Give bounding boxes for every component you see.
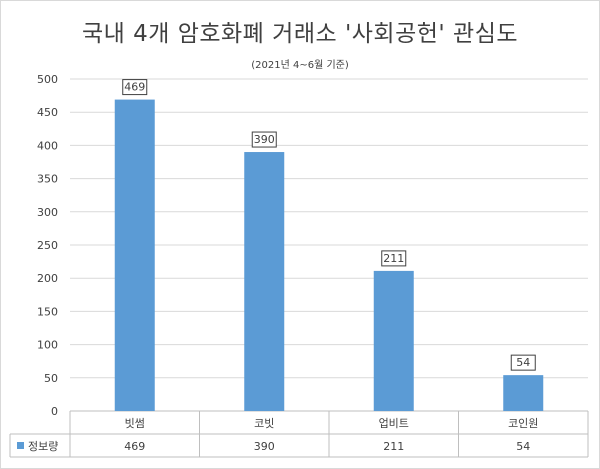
- y-tick-label: 450: [37, 106, 58, 119]
- x-tick-label: 코빗: [254, 417, 274, 430]
- x-tick-label: 빗썸: [125, 417, 145, 430]
- y-tick-label: 250: [37, 239, 58, 252]
- bar: [373, 270, 414, 411]
- y-tick-label: 300: [37, 206, 58, 219]
- legend-key: [17, 442, 24, 449]
- data-label: 54: [516, 356, 530, 369]
- data-label: 390: [254, 133, 275, 146]
- y-tick-label: 200: [37, 272, 58, 285]
- y-tick-label: 50: [44, 372, 58, 385]
- x-tick-label: 코인원: [508, 417, 538, 430]
- chart-subtitle: (2021년 4~6월 기준): [251, 60, 349, 71]
- data-label: 469: [124, 81, 145, 94]
- bar: [503, 375, 544, 411]
- y-tick-label: 500: [37, 73, 58, 86]
- bar: [114, 99, 155, 412]
- y-tick-label: 150: [37, 305, 58, 318]
- y-tick-label: 0: [51, 405, 58, 418]
- data-label-box: [510, 354, 536, 371]
- data-label-box: [381, 250, 407, 267]
- y-tick-label: 400: [37, 139, 58, 152]
- y-tick-label: 100: [37, 339, 58, 352]
- legend-label: 정보량: [28, 440, 58, 453]
- table-cell-value: 469: [124, 440, 145, 453]
- table-cell-value: 390: [254, 440, 275, 453]
- y-tick-label: 350: [37, 173, 58, 186]
- data-label-box: [251, 131, 277, 148]
- bar: [244, 152, 285, 412]
- data-label: 211: [383, 252, 404, 265]
- table-cell-value: 211: [383, 440, 404, 453]
- chart-title: 국내 4개 암호화폐 거래소 '사회공헌' 관심도: [81, 21, 519, 47]
- data-label-box: [122, 79, 148, 96]
- table-cell-value: 54: [516, 440, 530, 453]
- x-tick-label: 업비트: [379, 417, 409, 430]
